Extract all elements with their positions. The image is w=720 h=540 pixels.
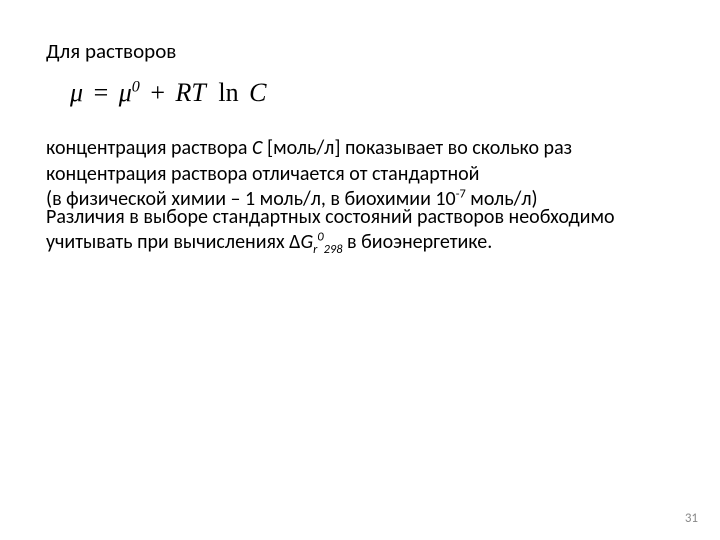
- ln-function: ln: [212, 78, 245, 107]
- heading-for-solutions: Для растворов: [46, 38, 674, 64]
- C-var: C: [249, 78, 266, 107]
- text-run: концентрация раствора: [46, 136, 252, 160]
- equals-sign: =: [87, 78, 115, 107]
- mu0-var: μ: [119, 78, 132, 107]
- slide: Для растворов μ = μ0 + RT ln C концентра…: [0, 0, 720, 540]
- T-var: T: [191, 78, 205, 107]
- page-number: 31: [685, 511, 698, 526]
- mu0-superscript: 0: [132, 78, 140, 95]
- subscript-298: 298: [324, 242, 343, 257]
- mu-var: μ: [70, 78, 83, 107]
- C-symbol: C: [252, 136, 262, 160]
- exponent-minus7: -7: [456, 187, 466, 202]
- concentration-paragraph: концентрация раствора C [моль/л] показыв…: [46, 136, 674, 213]
- chemical-potential-formula: μ = μ0 + RT ln C: [70, 78, 674, 108]
- plus-sign: +: [144, 78, 172, 107]
- bioenergetics-paragraph: Различия в выборе стандартных состояний …: [46, 205, 674, 256]
- G-symbol: G: [300, 230, 313, 254]
- R-var: R: [176, 78, 192, 107]
- text-run: в биоэнергетике.: [342, 230, 492, 254]
